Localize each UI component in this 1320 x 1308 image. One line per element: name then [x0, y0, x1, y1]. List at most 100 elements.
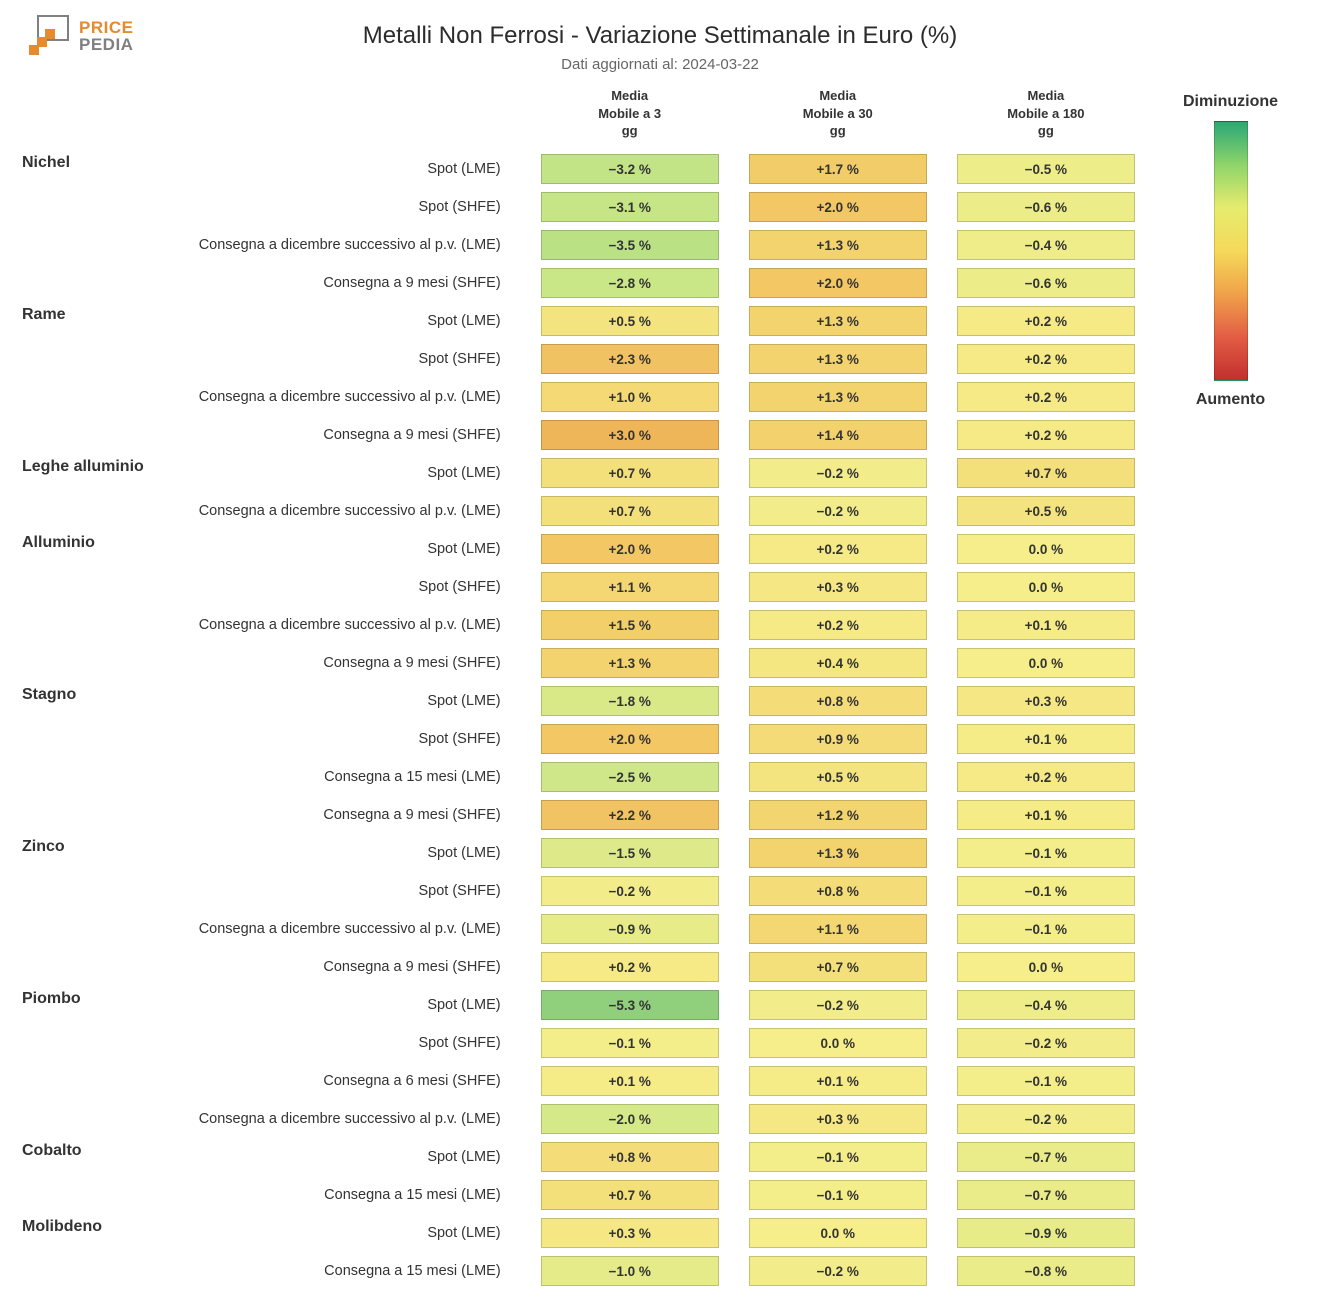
variant-name: Spot (SHFE) [183, 1024, 511, 1062]
heatmap-chip: +0.8 % [749, 686, 927, 716]
heatmap-chip: −0.9 % [957, 1218, 1135, 1248]
metal-name-cell [22, 796, 183, 834]
heatmap-chip: +0.3 % [749, 1104, 927, 1134]
table-row: Consegna a dicembre successivo al p.v. (… [22, 910, 1135, 948]
heatmap-chip: +0.5 % [749, 762, 927, 792]
variant-name: Consegna a 15 mesi (LME) [183, 1252, 511, 1290]
variant-name: Spot (LME) [183, 834, 511, 872]
heatmap-chip: −0.1 % [957, 1066, 1135, 1096]
table-row: Consegna a 6 mesi (SHFE)+0.1 %+0.1 %−0.1… [22, 1062, 1135, 1100]
table-row: NichelSpot (LME)−3.2 %+1.7 %−0.5 % [22, 150, 1135, 188]
heatmap-cell: +0.1 % [541, 1062, 719, 1100]
variant-name: Spot (LME) [183, 150, 511, 188]
heatmap-cell: +2.0 % [749, 264, 927, 302]
heatmap-chip: +0.7 % [541, 458, 719, 488]
table-row: StagnoSpot (LME)−1.8 %+0.8 %+0.3 % [22, 682, 1135, 720]
metal-name-cell: Molibdeno [22, 1214, 183, 1252]
heatmap-chip: −3.1 % [541, 192, 719, 222]
heatmap-chip: −0.1 % [957, 838, 1135, 868]
metal-name: Molibdeno [22, 1218, 102, 1235]
heatmap-cell: +0.7 % [957, 454, 1135, 492]
brand-logo: PRICE PEDIA [27, 13, 133, 59]
metal-name: Leghe alluminio [22, 458, 144, 475]
heatmap-chip: +2.3 % [541, 344, 719, 374]
heatmap-cell: +1.2 % [749, 796, 927, 834]
legend-gradient-bar [1214, 121, 1248, 381]
variant-name: Spot (SHFE) [183, 720, 511, 758]
variant-name: Spot (SHFE) [183, 340, 511, 378]
metal-name-cell [22, 758, 183, 796]
heatmap-cell: −1.5 % [541, 834, 719, 872]
variant-name: Consegna a 15 mesi (LME) [183, 1176, 511, 1214]
heatmap-chip: +1.4 % [749, 420, 927, 450]
variant-name: Consegna a 9 mesi (SHFE) [183, 644, 511, 682]
heatmap-cell: 0.0 % [957, 948, 1135, 986]
metal-name-cell [22, 264, 183, 302]
metal-name: Cobalto [22, 1142, 82, 1159]
table-row: Spot (SHFE)+2.3 %+1.3 %+0.2 % [22, 340, 1135, 378]
heatmap-chip: −0.4 % [957, 230, 1135, 260]
metal-name-cell [22, 492, 183, 530]
variant-name: Spot (SHFE) [183, 568, 511, 606]
metal-name: Alluminio [22, 534, 95, 551]
heatmap-chip: +2.0 % [749, 192, 927, 222]
metal-name-cell [22, 1062, 183, 1100]
heatmap-chip: −2.5 % [541, 762, 719, 792]
heatmap-chip: −0.1 % [749, 1142, 927, 1172]
heatmap-chip: −0.6 % [957, 268, 1135, 298]
heatmap-chip: +0.7 % [749, 952, 927, 982]
heatmap-cell: −0.5 % [957, 150, 1135, 188]
heatmap-chip: +1.7 % [749, 154, 927, 184]
heatmap-cell: +0.3 % [541, 1214, 719, 1252]
heatmap-chip: +0.2 % [749, 534, 927, 564]
heatmap-cell: +1.5 % [541, 606, 719, 644]
variant-name: Consegna a 9 mesi (SHFE) [183, 264, 511, 302]
metal-name-cell: Alluminio [22, 530, 183, 568]
heatmap-chip: +1.1 % [749, 914, 927, 944]
metal-name-cell [22, 910, 183, 948]
heatmap-cell: +1.3 % [749, 378, 927, 416]
heatmap-chip: +0.8 % [541, 1142, 719, 1172]
variant-name: Consegna a dicembre successivo al p.v. (… [183, 378, 511, 416]
table-row: Consegna a 15 mesi (LME)+0.7 %−0.1 %−0.7… [22, 1176, 1135, 1214]
metal-name-cell [22, 1024, 183, 1062]
heatmap-cell: −1.0 % [541, 1252, 719, 1290]
heatmap-cell: −0.7 % [957, 1176, 1135, 1214]
variant-name: Consegna a dicembre successivo al p.v. (… [183, 492, 511, 530]
heatmap-chip: −0.4 % [957, 990, 1135, 1020]
heatmap-chip: 0.0 % [749, 1218, 927, 1248]
column-header: MediaMobile a 3gg [541, 83, 719, 150]
metal-name-cell: Leghe alluminio [22, 454, 183, 492]
heatmap-chip: −0.2 % [749, 496, 927, 526]
table-row: Consegna a dicembre successivo al p.v. (… [22, 606, 1135, 644]
heatmap-chip: +1.2 % [749, 800, 927, 830]
variant-name: Spot (LME) [183, 1138, 511, 1176]
heatmap-chip: +1.3 % [749, 382, 927, 412]
heatmap-cell: +1.3 % [749, 226, 927, 264]
metal-name-cell [22, 188, 183, 226]
metal-name-cell [22, 872, 183, 910]
heatmap-cell: +0.7 % [749, 948, 927, 986]
heatmap-chip: +1.3 % [749, 838, 927, 868]
heatmap-chip: −0.2 % [541, 876, 719, 906]
heatmap-cell: −3.1 % [541, 188, 719, 226]
heatmap-cell: −0.2 % [957, 1100, 1135, 1138]
heatmap-cell: −0.4 % [957, 986, 1135, 1024]
heatmap-chip: −0.2 % [749, 990, 927, 1020]
heatmap-cell: +0.2 % [749, 530, 927, 568]
heatmap-cell: +1.4 % [749, 416, 927, 454]
heatmap-cell: −0.1 % [749, 1176, 927, 1214]
heatmap-cell: −0.6 % [957, 188, 1135, 226]
heatmap-chip: +0.2 % [957, 382, 1135, 412]
variant-name: Consegna a dicembre successivo al p.v. (… [183, 226, 511, 264]
table-row: Consegna a 9 mesi (SHFE)+0.2 %+0.7 %0.0 … [22, 948, 1135, 986]
heatmap-chip: −0.1 % [957, 876, 1135, 906]
heatmap-chip: +1.1 % [541, 572, 719, 602]
heatmap-cell: −0.1 % [957, 910, 1135, 948]
heatmap-chip: +1.0 % [541, 382, 719, 412]
heatmap-cell: −0.1 % [541, 1024, 719, 1062]
heatmap-cell: −0.4 % [957, 226, 1135, 264]
heatmap-chip: +0.2 % [749, 610, 927, 640]
metal-name: Rame [22, 306, 66, 323]
heatmap-cell: +1.1 % [541, 568, 719, 606]
